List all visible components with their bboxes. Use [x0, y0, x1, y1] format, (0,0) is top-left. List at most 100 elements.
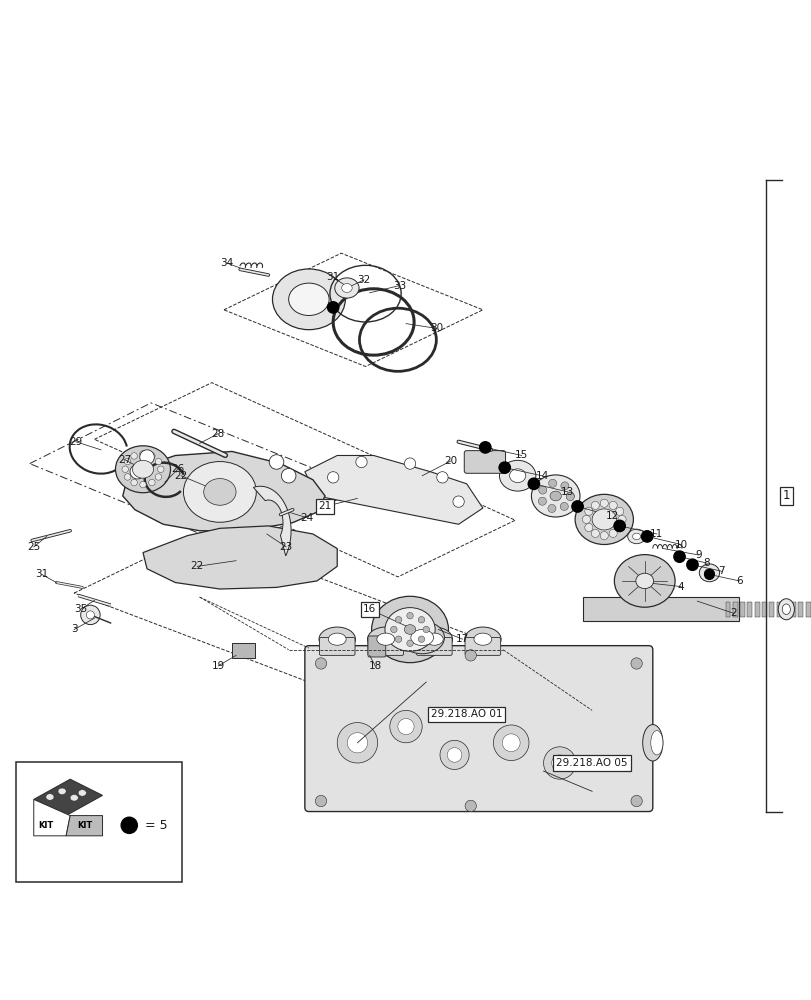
Circle shape — [404, 458, 415, 469]
Ellipse shape — [650, 731, 662, 755]
Ellipse shape — [777, 599, 793, 620]
Circle shape — [674, 552, 684, 562]
Circle shape — [590, 501, 599, 509]
Circle shape — [327, 302, 338, 313]
Ellipse shape — [341, 284, 352, 292]
Bar — [790, 602, 795, 617]
Ellipse shape — [319, 627, 355, 651]
Ellipse shape — [400, 621, 444, 654]
Text: 10: 10 — [674, 540, 687, 550]
Bar — [768, 602, 773, 617]
Ellipse shape — [549, 491, 560, 501]
Ellipse shape — [132, 460, 153, 478]
Text: 1: 1 — [782, 489, 789, 502]
Ellipse shape — [698, 564, 719, 582]
Text: 20: 20 — [444, 456, 457, 466]
Circle shape — [499, 462, 510, 473]
Bar — [16, 762, 182, 882]
FancyBboxPatch shape — [319, 638, 354, 655]
Text: 33: 33 — [393, 281, 406, 291]
Ellipse shape — [404, 625, 415, 634]
Bar — [747, 602, 752, 617]
Ellipse shape — [642, 725, 662, 761]
Circle shape — [599, 499, 607, 507]
Text: 21: 21 — [318, 501, 332, 511]
Text: 32: 32 — [357, 275, 370, 285]
Ellipse shape — [46, 794, 54, 800]
Ellipse shape — [627, 529, 645, 544]
Circle shape — [538, 486, 546, 494]
Circle shape — [148, 479, 155, 486]
Text: 2: 2 — [730, 608, 736, 618]
Circle shape — [406, 640, 413, 646]
Circle shape — [131, 453, 137, 459]
Circle shape — [500, 463, 509, 472]
Circle shape — [642, 532, 651, 541]
Circle shape — [687, 560, 697, 570]
Circle shape — [630, 795, 642, 807]
Ellipse shape — [591, 509, 616, 530]
Text: 9: 9 — [695, 550, 702, 560]
Text: 29.218.AO 05: 29.218.AO 05 — [556, 758, 627, 768]
Circle shape — [615, 523, 623, 532]
Text: 11: 11 — [650, 529, 663, 539]
Circle shape — [480, 443, 490, 452]
Text: 8: 8 — [703, 558, 710, 568]
Circle shape — [548, 479, 556, 487]
Polygon shape — [34, 799, 70, 836]
Bar — [775, 602, 780, 617]
Circle shape — [155, 474, 161, 480]
Circle shape — [571, 501, 582, 512]
Circle shape — [538, 497, 546, 505]
Ellipse shape — [115, 446, 170, 493]
Polygon shape — [34, 779, 102, 816]
Circle shape — [704, 570, 714, 579]
Circle shape — [630, 658, 642, 669]
Circle shape — [130, 464, 144, 479]
Circle shape — [86, 611, 94, 619]
Ellipse shape — [410, 629, 433, 646]
Circle shape — [121, 817, 137, 833]
Circle shape — [565, 492, 573, 500]
Circle shape — [157, 466, 164, 472]
Ellipse shape — [781, 604, 789, 615]
Ellipse shape — [614, 555, 674, 607]
Circle shape — [139, 451, 146, 457]
Circle shape — [395, 636, 401, 642]
Circle shape — [131, 479, 137, 486]
Ellipse shape — [334, 278, 358, 298]
Text: 30: 30 — [430, 323, 443, 333]
FancyBboxPatch shape — [464, 451, 505, 473]
Circle shape — [493, 725, 528, 761]
Ellipse shape — [328, 633, 345, 645]
Polygon shape — [143, 526, 337, 589]
Ellipse shape — [204, 479, 236, 505]
Text: 25: 25 — [27, 542, 41, 552]
Circle shape — [406, 612, 413, 619]
Circle shape — [395, 617, 401, 623]
Circle shape — [584, 507, 592, 515]
Circle shape — [397, 718, 414, 735]
Text: KIT: KIT — [77, 821, 92, 830]
Bar — [761, 602, 766, 617]
Text: 16: 16 — [363, 604, 375, 614]
Ellipse shape — [509, 469, 525, 483]
Bar — [783, 602, 787, 617]
Text: 24: 24 — [300, 513, 314, 523]
Circle shape — [315, 658, 326, 669]
Ellipse shape — [78, 790, 86, 796]
Circle shape — [465, 800, 476, 812]
Circle shape — [581, 515, 590, 523]
Circle shape — [502, 734, 520, 752]
Text: 15: 15 — [514, 450, 528, 460]
Text: 29: 29 — [69, 437, 83, 447]
Ellipse shape — [530, 475, 579, 517]
Circle shape — [124, 474, 131, 480]
Ellipse shape — [371, 596, 448, 663]
Text: 3: 3 — [71, 624, 77, 634]
Text: 26: 26 — [171, 464, 184, 474]
Text: 27: 27 — [118, 455, 131, 465]
Text: 7: 7 — [718, 566, 724, 576]
Circle shape — [641, 531, 652, 542]
Circle shape — [436, 472, 448, 483]
